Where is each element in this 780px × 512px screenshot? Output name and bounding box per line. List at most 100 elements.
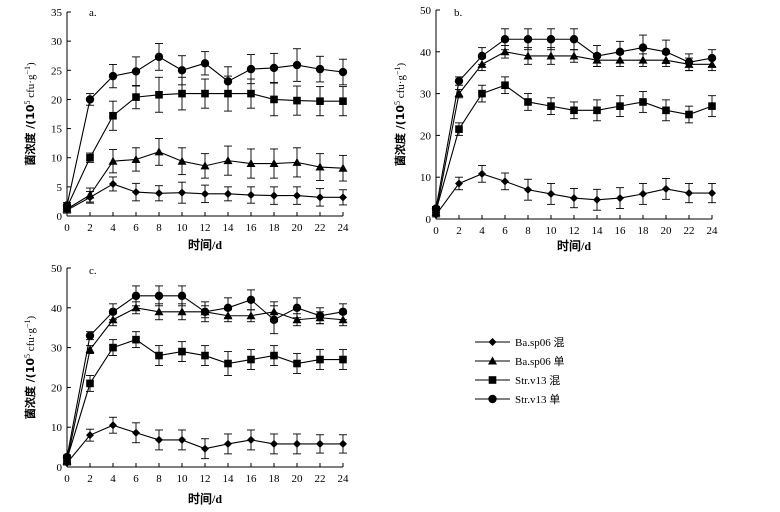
x-tick-label: 2	[87, 222, 93, 234]
legend-marker-diamond	[488, 338, 497, 346]
legend-label: Str.v13 单	[515, 393, 560, 406]
series-line	[66, 307, 344, 462]
data-point-triangle	[523, 51, 533, 60]
data-point-square	[501, 81, 509, 90]
y-tick-label: 30	[51, 343, 63, 355]
data-point-triangle	[246, 311, 256, 320]
series-diamond	[432, 165, 716, 219]
data-point-circle	[292, 303, 302, 312]
series-circle	[431, 28, 717, 213]
data-point-diamond	[570, 194, 578, 203]
data-point-diamond	[178, 435, 186, 444]
data-point-circle	[177, 66, 187, 75]
data-point-triangle	[200, 161, 210, 170]
data-point-diamond	[155, 435, 163, 444]
y-axis-label-close: )	[25, 62, 37, 66]
y-axis-label: 菌浓度 /(105 cfu·g−1)	[23, 316, 37, 420]
data-point-square	[270, 351, 278, 360]
x-tick-label: 10	[546, 225, 558, 237]
data-point-triangle	[500, 47, 510, 56]
data-point-diamond	[639, 189, 647, 198]
legend-marker-circle	[488, 394, 497, 404]
x-tick-label: 8	[156, 222, 162, 234]
y-tick-label: 20	[51, 94, 63, 106]
data-point-circle	[292, 60, 302, 70]
legend-entry: Ba.sp06 单	[475, 355, 565, 368]
y-tick-label: 0	[57, 462, 63, 474]
x-tick-label: 2	[456, 225, 462, 237]
data-point-triangle	[177, 307, 187, 316]
data-point-circle	[85, 331, 95, 340]
data-point-diamond	[178, 188, 186, 197]
data-point-square	[86, 153, 94, 162]
data-point-diamond	[616, 194, 624, 203]
data-point-diamond	[478, 169, 486, 178]
data-point-square	[524, 98, 532, 106]
data-point-circle	[223, 77, 233, 86]
data-point-circle	[108, 71, 118, 81]
x-tick-label: 18	[269, 222, 281, 234]
y-tick-label: 30	[51, 36, 63, 48]
data-point-diamond	[593, 195, 601, 204]
x-tick-label: 2	[87, 473, 93, 485]
y-axis-label-unit-exp: −1	[23, 320, 32, 329]
x-tick-label: 4	[110, 222, 116, 234]
data-point-square	[155, 90, 163, 99]
y-axis-label-close: )	[395, 63, 407, 67]
data-point-triangle	[131, 154, 141, 163]
legend-label: Str.v13 混	[515, 374, 560, 387]
data-point-circle	[477, 51, 487, 61]
y-tick-label: 10	[51, 422, 63, 434]
data-point-triangle	[108, 156, 118, 165]
data-point-circle	[454, 76, 464, 86]
data-point-square	[247, 89, 255, 98]
y-tick-label: 10	[420, 172, 432, 184]
y-tick-label: 35	[51, 7, 63, 19]
data-point-square	[339, 355, 347, 364]
data-point-square	[478, 89, 486, 98]
y-tick-label: 10	[51, 153, 63, 165]
data-point-square	[247, 355, 255, 364]
data-point-diamond	[685, 189, 693, 198]
data-point-triangle	[246, 159, 256, 168]
y-axis-label-unit: cfu·g	[25, 328, 37, 354]
data-point-triangle	[223, 156, 233, 165]
data-point-triangle	[315, 162, 325, 171]
data-point-diamond	[293, 191, 301, 200]
data-point-circle	[62, 452, 72, 462]
data-point-diamond	[224, 439, 232, 448]
data-point-circle	[223, 303, 233, 312]
x-tick-label: 10	[177, 222, 189, 234]
data-point-circle	[200, 59, 210, 68]
data-point-square	[616, 102, 624, 110]
data-point-circle	[315, 64, 325, 74]
data-point-circle	[546, 35, 556, 44]
data-point-square	[201, 89, 209, 98]
x-tick-label: 0	[64, 473, 70, 485]
data-point-diamond	[109, 421, 117, 430]
data-point-square	[316, 355, 324, 364]
x-tick-label: 22	[684, 225, 695, 237]
data-point-square	[593, 106, 601, 115]
x-tick-label: 14	[592, 225, 604, 237]
series-square	[63, 331, 347, 463]
data-point-diamond	[339, 193, 347, 202]
data-point-circle	[569, 35, 579, 44]
panel-label: b.	[454, 7, 463, 19]
data-point-circle	[661, 47, 671, 56]
y-axis-label-exp: 5	[23, 100, 32, 104]
y-axis-label-unit-exp: −1	[23, 66, 32, 75]
data-point-square	[178, 89, 186, 98]
x-tick-label: 24	[338, 473, 350, 485]
y-axis-label-unit: cfu·g	[395, 75, 407, 101]
data-point-circle	[338, 67, 348, 77]
data-point-diamond	[247, 191, 255, 200]
x-tick-label: 20	[292, 222, 304, 234]
x-tick-label: 0	[64, 222, 70, 234]
y-axis-label-exp: 5	[23, 354, 32, 358]
series-circle	[62, 43, 348, 210]
data-point-triangle	[292, 315, 302, 324]
x-tick-label: 12	[569, 225, 580, 237]
